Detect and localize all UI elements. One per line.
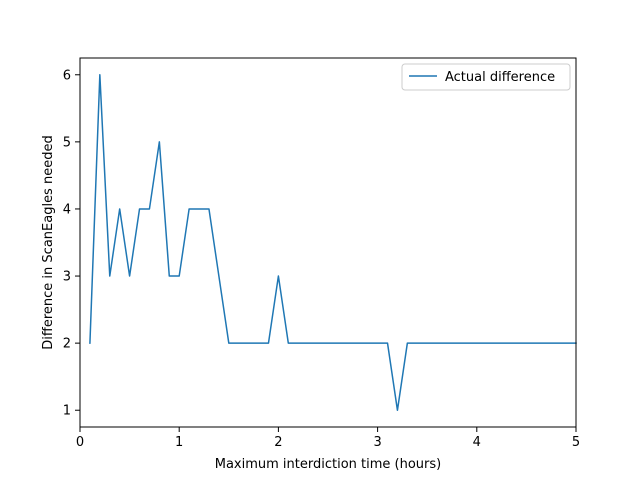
y-tick-label: 3 [63, 270, 71, 285]
y-axis-label: Difference in ScanEagles needed [41, 135, 56, 349]
axes-frame [79, 57, 577, 428]
x-tick-label: 4 [473, 435, 481, 450]
x-axis-label: Maximum interdiction time (hours) [215, 457, 442, 472]
x-tick-label: 1 [175, 435, 183, 450]
y-tick-label: 6 [63, 68, 71, 83]
x-tick-label: 5 [572, 435, 580, 450]
legend-entry: Actual difference [445, 70, 555, 85]
axes: 0 1 2 3 4 5 1 2 3 4 5 6 [63, 57, 580, 450]
x-tick-label: 2 [274, 435, 282, 450]
y-tick-label: 1 [63, 404, 71, 419]
y-tick-label: 5 [63, 135, 71, 150]
y-tick-label: 4 [63, 202, 71, 217]
x-tick-label: 3 [373, 435, 381, 450]
legend-box [401, 63, 571, 91]
x-tick-label: 0 [76, 435, 84, 450]
series-line-0 [89, 74, 577, 411]
plot-area [89, 74, 577, 411]
y-tick-label: 2 [63, 337, 71, 352]
legend: Actual difference [401, 63, 571, 91]
